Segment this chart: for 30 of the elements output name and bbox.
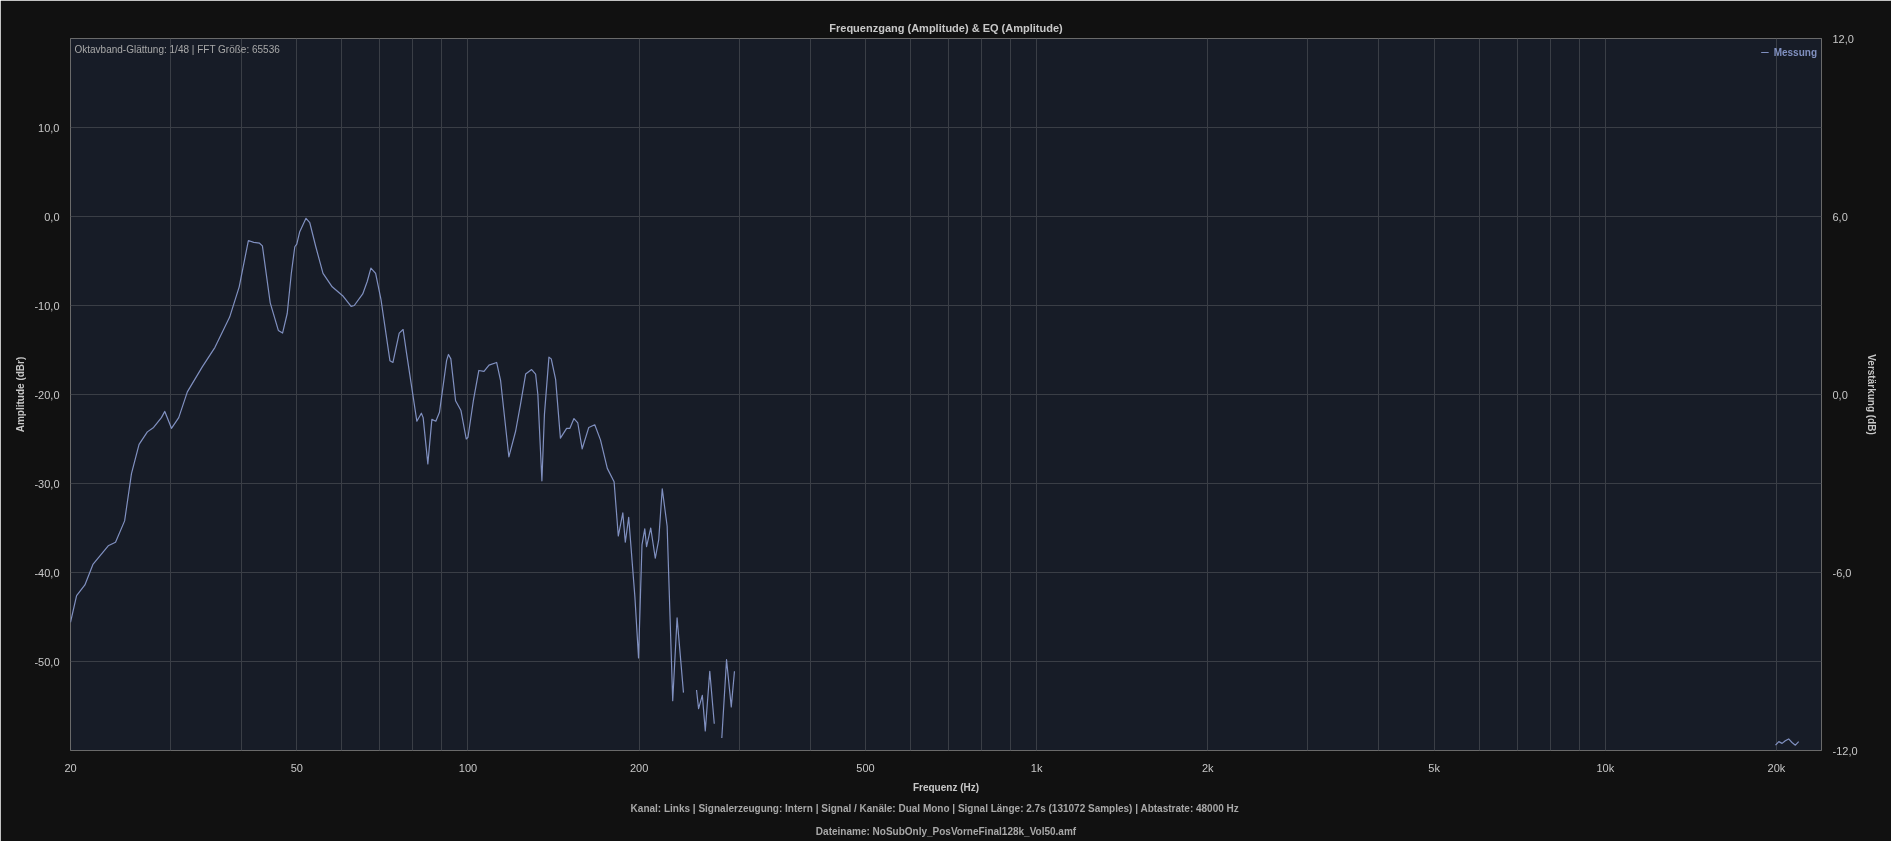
x-tick-label: 50	[290, 761, 303, 774]
y2-tick-label: 6,0	[1832, 210, 1848, 223]
text: Dateiname: NoSubOnly_PosVorneFinal128k_Vol50.amf	[815, 825, 1077, 837]
y2-tick-label: -12,0	[1832, 744, 1858, 757]
y-tick-label: -40,0	[34, 566, 60, 579]
y-tick-label: 0,0	[44, 210, 60, 223]
y-tick-label: -50,0	[34, 655, 60, 668]
y-tick-label: 10,0	[38, 121, 60, 134]
y2-tick-label: -6,0	[1832, 566, 1852, 579]
x-tick-label: 20k	[1767, 761, 1786, 774]
y-axis-title: Amplitude (dBr)	[15, 356, 27, 433]
x-tick-label: 100	[458, 761, 478, 774]
chart-title: Frequenzgang (Amplitude) & EQ (Amplitude)	[829, 21, 1064, 34]
x-tick-label: 500	[856, 761, 875, 774]
x-axis-title: Frequenz (Hz)	[912, 781, 980, 793]
x-tick-label: 200	[629, 761, 649, 774]
legend-label: Messung	[1773, 46, 1817, 58]
x-tick-label: 2k	[1202, 761, 1215, 774]
text: Kanal: Links | Signalerzeugung: Intern | Signal / Kanäle: Dual Mono | Signal Länge: 2.7s (131072 Samples) | Abtastrate: 48000 Hz	[630, 802, 1239, 814]
annotation: Oktavband-Glättung: 1/48 | FFT Größe: 65536	[74, 43, 281, 55]
x-tick-label: 20	[64, 761, 77, 774]
y-tick-label: -30,0	[34, 477, 60, 490]
y-tick-label: -20,0	[34, 388, 60, 401]
y2-tick-label: 0,0	[1832, 388, 1848, 401]
x-tick-label: 1k	[1030, 761, 1043, 774]
y-tick-label: -10,0	[34, 299, 60, 312]
y2-tick-label: 12,0	[1832, 32, 1854, 45]
x-tick-label: 5k	[1428, 761, 1441, 774]
x-tick-label: 10k	[1596, 761, 1615, 774]
y2-axis-title: Verstärkung (dB)	[1865, 354, 1877, 435]
